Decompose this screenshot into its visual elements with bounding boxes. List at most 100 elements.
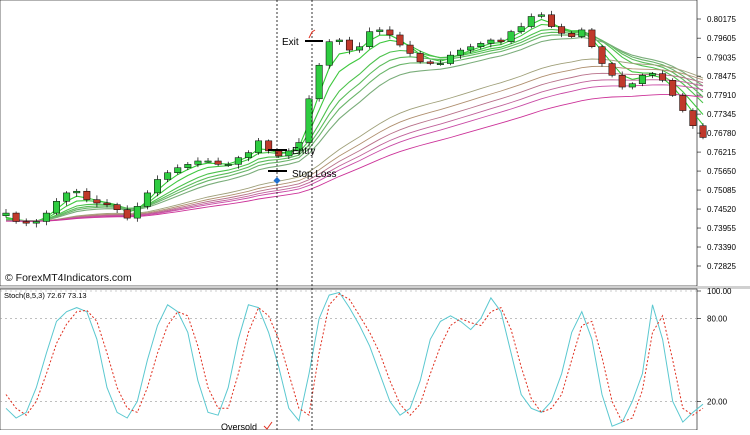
candle xyxy=(285,150,293,157)
candle xyxy=(659,73,667,81)
price-label: 0.72825 xyxy=(707,262,736,271)
candle xyxy=(194,160,202,165)
stochastic-panel[interactable] xyxy=(0,288,698,431)
candle xyxy=(275,150,283,157)
price-label: 0.78475 xyxy=(707,72,736,81)
price-label: 0.77345 xyxy=(707,110,736,119)
stochastic-lines xyxy=(5,291,704,427)
exit-label: Exit xyxy=(282,37,299,48)
stoch-level-label: 100.00 xyxy=(707,287,732,296)
stoch-level-label: 80.00 xyxy=(707,315,728,324)
stochastic-levels xyxy=(0,290,697,402)
candle xyxy=(123,209,131,219)
candle xyxy=(53,201,60,214)
candle xyxy=(32,221,40,224)
candle xyxy=(2,212,10,217)
stoch-main-line xyxy=(5,291,704,427)
candle xyxy=(143,192,151,207)
price-label: 0.73955 xyxy=(707,224,736,233)
candle xyxy=(366,31,374,47)
diamond-arrow-icon xyxy=(273,177,281,184)
moving-average-line xyxy=(6,72,704,222)
watermark: © ForexMT4Indicators.com xyxy=(5,272,132,284)
candle xyxy=(204,160,212,163)
candle xyxy=(477,43,485,47)
stoch-title: Stoch(8,5,3) 72.67 73.13 xyxy=(4,291,87,300)
panel-separator[interactable] xyxy=(0,286,750,289)
candle xyxy=(649,73,656,76)
candle xyxy=(457,49,465,56)
price-label: 0.74520 xyxy=(707,205,736,214)
candle xyxy=(608,63,616,76)
price-label: 0.79035 xyxy=(707,53,736,62)
stop-loss-label: Stop Loss xyxy=(292,169,336,180)
candle xyxy=(184,164,192,168)
candle xyxy=(578,29,586,37)
candle xyxy=(618,75,626,88)
candle xyxy=(234,157,242,165)
candle xyxy=(325,41,333,66)
moving-average-line xyxy=(5,84,704,222)
candle xyxy=(113,204,121,210)
candle xyxy=(376,29,384,32)
price-label: 0.75650 xyxy=(707,167,736,176)
candle xyxy=(295,142,303,152)
candle xyxy=(103,202,111,205)
candle xyxy=(699,125,707,138)
moving-average-line xyxy=(5,36,704,222)
oversold-check-icon xyxy=(263,421,273,430)
candle xyxy=(164,172,172,180)
price-label: 0.80175 xyxy=(707,15,736,24)
candle xyxy=(315,64,323,100)
price-label: 0.75085 xyxy=(707,186,736,195)
candle xyxy=(507,31,515,42)
price-label: 0.77910 xyxy=(707,91,736,100)
candle xyxy=(568,33,576,37)
moving-average-line xyxy=(6,65,704,222)
candle xyxy=(154,179,162,194)
candle xyxy=(93,199,101,204)
candle xyxy=(669,80,677,96)
candle xyxy=(467,46,475,51)
candle xyxy=(224,164,232,166)
exit-check-icon xyxy=(308,29,316,39)
candle xyxy=(244,152,252,158)
candle xyxy=(416,53,424,63)
candle xyxy=(588,29,596,47)
candle xyxy=(12,212,20,222)
candle xyxy=(487,39,495,44)
moving-average-line xyxy=(5,33,704,222)
candle xyxy=(396,34,404,46)
candle xyxy=(446,54,454,64)
price-label: 0.76215 xyxy=(707,148,736,157)
price-label: 0.76780 xyxy=(707,129,736,138)
candle xyxy=(83,190,91,200)
candle xyxy=(527,16,535,27)
candle xyxy=(335,39,343,42)
stochastic-axis: 100.00 80.00 20.00 xyxy=(697,287,732,406)
candle xyxy=(638,75,646,84)
candle xyxy=(497,39,505,42)
candle xyxy=(547,14,555,27)
candle xyxy=(22,221,30,224)
moving-average-ribbon xyxy=(5,18,704,222)
candle xyxy=(679,95,687,111)
moving-average-line xyxy=(5,28,704,222)
oversold-label: Oversold xyxy=(221,422,257,430)
candle xyxy=(436,63,444,65)
candle xyxy=(628,83,636,88)
entry-label: Entry xyxy=(292,146,315,157)
candlestick-series xyxy=(2,10,707,228)
candle xyxy=(42,212,50,222)
candle xyxy=(356,46,364,51)
candle xyxy=(214,160,222,165)
candle xyxy=(345,39,353,51)
candle xyxy=(174,167,182,173)
candle xyxy=(426,61,434,64)
price-axis: 0.80175 0.79605 0.79035 0.78475 0.77910 0.773… xyxy=(697,15,736,271)
candle xyxy=(305,98,313,143)
candle xyxy=(537,14,545,17)
candle xyxy=(598,46,606,64)
